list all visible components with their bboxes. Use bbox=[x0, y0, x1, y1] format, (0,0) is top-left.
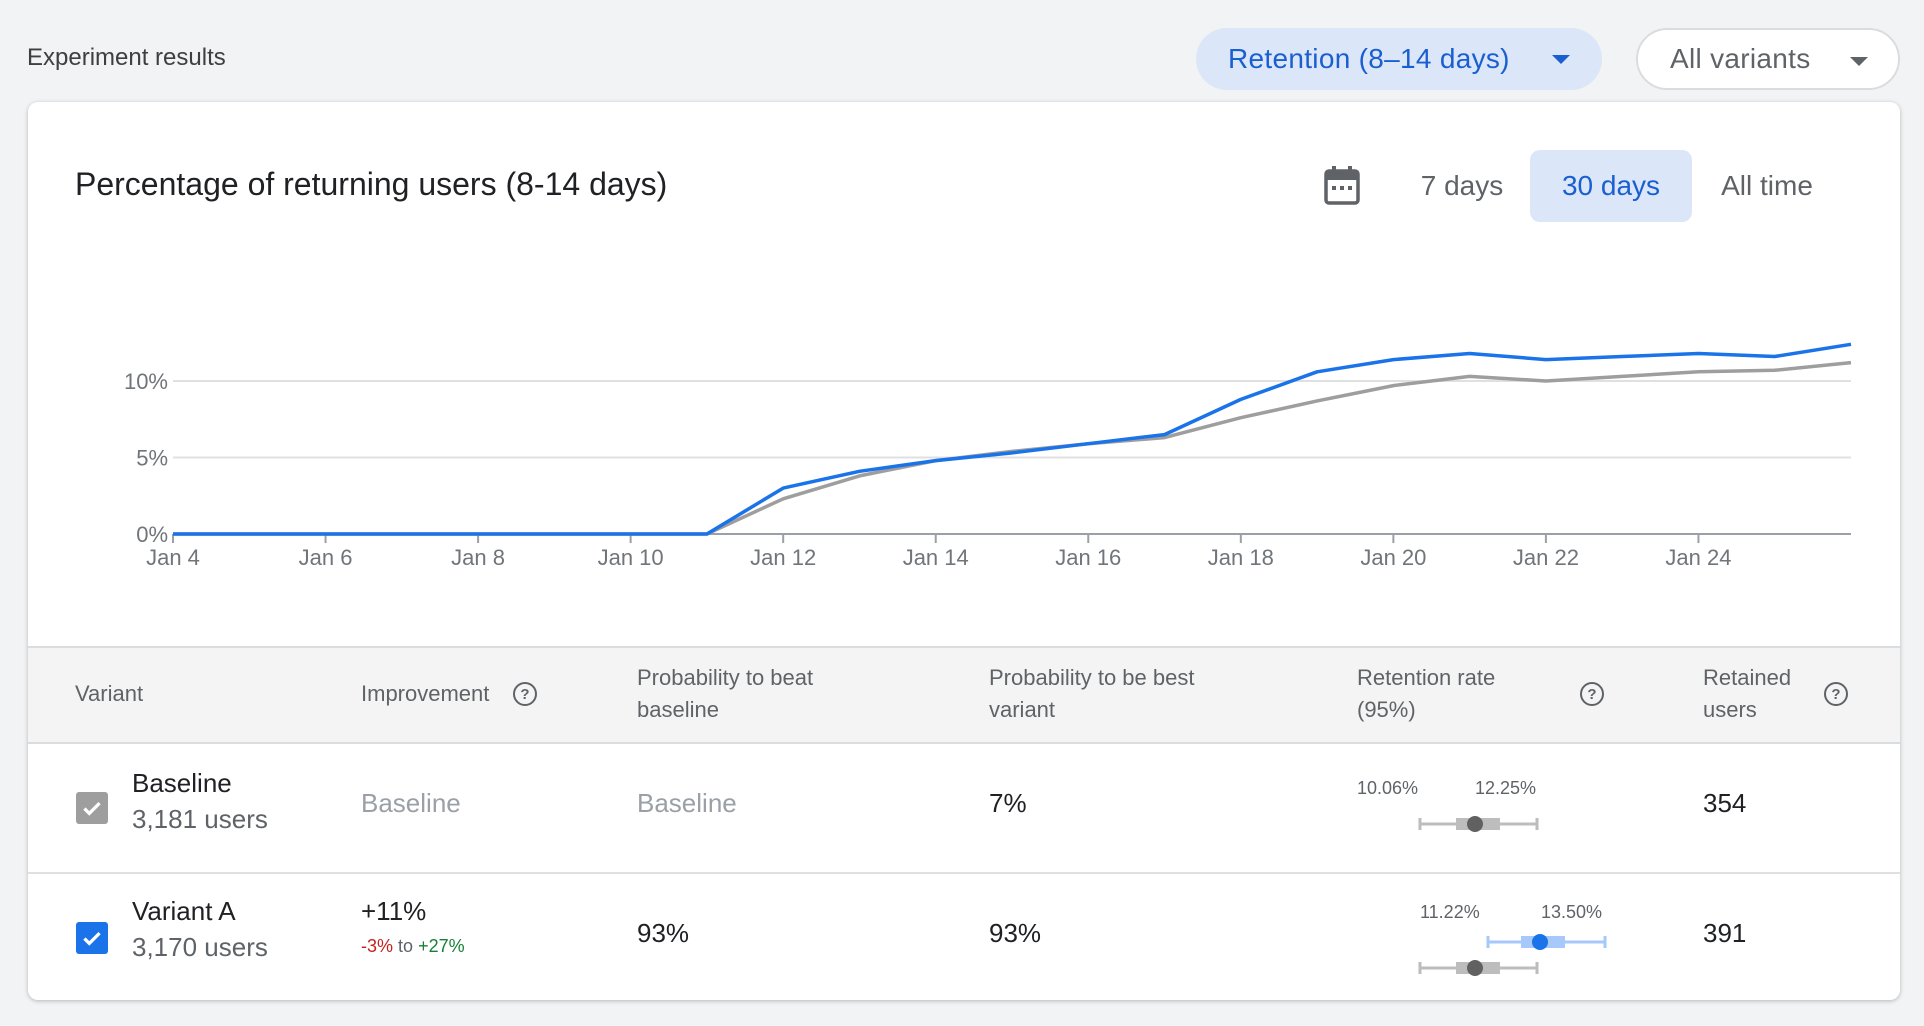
chevron-down-icon bbox=[1552, 55, 1570, 64]
x-tick-label: Jan 6 bbox=[299, 545, 353, 570]
check-icon bbox=[83, 801, 101, 816]
improvement-high: +27% bbox=[418, 936, 465, 956]
retained-value: 391 bbox=[1703, 918, 1747, 948]
col-improvement: Improvement bbox=[361, 681, 490, 706]
table-row: Variant A 3,170 users +11% -3% to +27% 9… bbox=[28, 874, 1900, 1000]
variant-users: 3,181 users bbox=[132, 804, 268, 834]
x-tick-label: Jan 12 bbox=[750, 545, 816, 570]
ci-high-label: 12.25% bbox=[1475, 778, 1537, 798]
variant-users: 3,170 users bbox=[132, 932, 268, 962]
col-prob-beat: Probability to beat baseline bbox=[637, 662, 813, 726]
baseline-series-line bbox=[173, 360, 1852, 536]
check-icon bbox=[83, 931, 101, 946]
improvement-to: to bbox=[398, 936, 414, 956]
x-tick-label: Jan 24 bbox=[1665, 545, 1731, 570]
col-prob-best-line2: variant bbox=[989, 697, 1056, 722]
range-7-days[interactable]: 7 days bbox=[1420, 170, 1504, 201]
y-tick-label: 0% bbox=[136, 522, 168, 547]
variant-a-checkbox[interactable] bbox=[76, 922, 108, 954]
improvement-value: +11% bbox=[361, 896, 427, 926]
y-tick-label: 5% bbox=[136, 446, 168, 471]
metric-dropdown[interactable]: Retention (8–14 days) bbox=[1196, 28, 1602, 90]
col-retention: Retention rate (95%) bbox=[1357, 662, 1495, 726]
x-tick-label: Jan 22 bbox=[1513, 545, 1579, 570]
range-all-time[interactable]: All time bbox=[1721, 170, 1813, 201]
variant-name: Variant A bbox=[132, 896, 236, 926]
variant-a-ci-bar bbox=[1418, 934, 1607, 976]
prob-best-value: 93% bbox=[989, 918, 1042, 948]
variant-dropdown[interactable]: All variants bbox=[1636, 28, 1900, 90]
page-title: Experiment results bbox=[27, 44, 226, 71]
improvement-interval: -3% to +27% bbox=[361, 936, 465, 957]
y-tick-label: 10% bbox=[124, 369, 168, 394]
col-prob-beat-line1: Probability to beat bbox=[637, 665, 814, 690]
x-tick-label: Jan 18 bbox=[1208, 545, 1274, 570]
calendar-icon[interactable] bbox=[1323, 164, 1361, 206]
col-retained: Retained users bbox=[1703, 662, 1791, 726]
variant-name: Baseline bbox=[132, 768, 232, 798]
prob-beat-value: Baseline bbox=[637, 788, 737, 818]
help-icon[interactable]: ? bbox=[1580, 682, 1604, 706]
x-tick-label: Jan 8 bbox=[451, 545, 505, 570]
chevron-down-icon bbox=[1850, 57, 1868, 66]
help-icon[interactable]: ? bbox=[1824, 682, 1848, 706]
table-row: Baseline 3,181 users Baseline Baseline 7… bbox=[28, 744, 1900, 874]
col-retention-line2: (95%) bbox=[1357, 697, 1416, 722]
col-prob-best-line1: Probability to be best bbox=[989, 665, 1195, 690]
chart-title: Percentage of returning users (8-14 days… bbox=[75, 166, 668, 202]
x-tick-label: Jan 4 bbox=[146, 545, 200, 570]
col-variant: Variant bbox=[75, 681, 144, 706]
col-prob-beat-line2: baseline bbox=[637, 697, 719, 722]
baseline-ci-bar bbox=[1418, 816, 1539, 832]
col-retained-line2: users bbox=[1703, 697, 1757, 722]
variant-dropdown-label: All variants bbox=[1670, 43, 1811, 74]
range-30-days[interactable]: 30 days bbox=[1530, 150, 1692, 222]
x-tick-label: Jan 14 bbox=[903, 545, 969, 570]
help-icon[interactable]: ? bbox=[513, 682, 537, 706]
ci-high-label: 13.50% bbox=[1541, 902, 1603, 922]
metric-dropdown-label: Retention (8–14 days) bbox=[1228, 43, 1510, 74]
retained-value: 354 bbox=[1703, 788, 1747, 818]
results-card: Percentage of returning users (8-14 days… bbox=[28, 102, 1900, 1000]
x-tick-label: Jan 16 bbox=[1055, 545, 1121, 570]
baseline-checkbox[interactable] bbox=[76, 792, 108, 824]
improvement-low: -3% bbox=[361, 936, 394, 956]
improvement-value: Baseline bbox=[361, 788, 461, 818]
prob-best-value: 7% bbox=[989, 788, 1027, 818]
x-tick-label: Jan 20 bbox=[1360, 545, 1426, 570]
col-prob-best: Probability to be best variant bbox=[989, 662, 1194, 726]
prob-beat-value: 93% bbox=[637, 918, 690, 948]
ci-low-label: 10.06% bbox=[1357, 778, 1419, 798]
retention-line-chart: 0% 5% 10% Jan 4 Jan 6 Jan 8 Jan 10 Jan 12 Jan 14… bbox=[124, 342, 1852, 570]
x-tick-label: Jan 10 bbox=[598, 545, 664, 570]
col-retention-line1: Retention rate bbox=[1357, 665, 1496, 690]
variant-a-series-line bbox=[173, 342, 1852, 536]
col-retained-line1: Retained bbox=[1703, 665, 1792, 690]
ci-low-label: 11.22% bbox=[1420, 902, 1480, 922]
table-header: Variant Improvement ? Probability to bea… bbox=[28, 646, 1900, 744]
